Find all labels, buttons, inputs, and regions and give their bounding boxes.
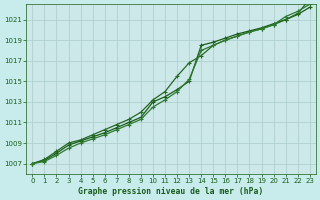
X-axis label: Graphe pression niveau de la mer (hPa): Graphe pression niveau de la mer (hPa): [78, 187, 264, 196]
